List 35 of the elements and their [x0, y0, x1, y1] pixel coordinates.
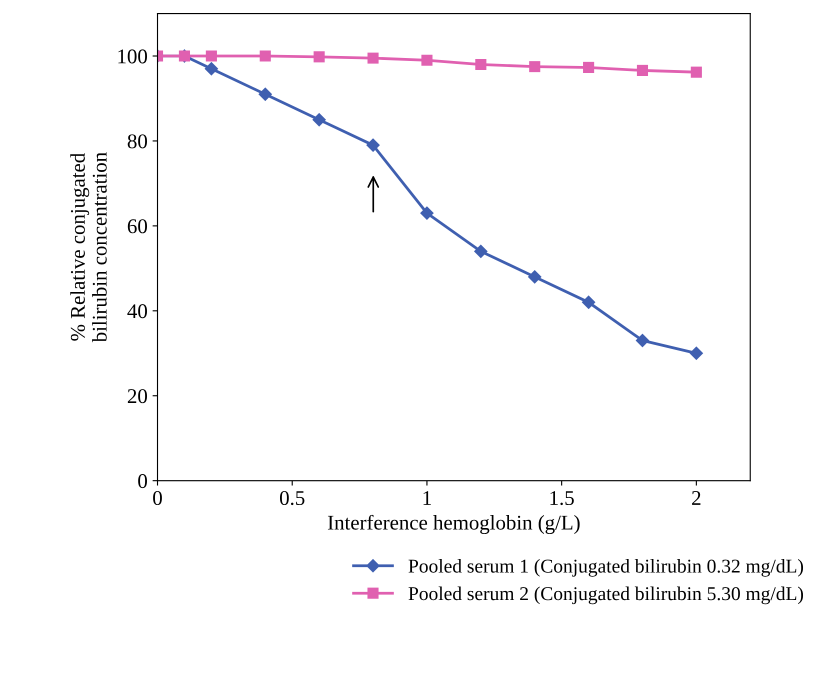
point: [314, 51, 325, 62]
point: [258, 88, 272, 101]
y-axis-title: % Relative conjugated bilirubin concentration: [70, 152, 107, 342]
point: [260, 50, 271, 62]
x-tick-label: 2: [692, 491, 700, 505]
point: [204, 62, 218, 76]
y-tick-label: 100: [118, 49, 147, 64]
point: [206, 50, 217, 62]
point: [367, 52, 379, 64]
point: [420, 206, 434, 220]
y-tick-label: 60: [128, 219, 147, 234]
x-tick-label: 0: [153, 490, 162, 506]
x-tick-label: 1.5: [550, 491, 574, 506]
point: [636, 334, 650, 348]
x-tick-label: 0.5: [280, 490, 304, 506]
y-tick-label: 0: [138, 474, 147, 488]
point: [366, 138, 380, 152]
point: [529, 61, 540, 72]
point: [475, 58, 486, 70]
point: [474, 244, 488, 258]
legend-label: Pooled serum 2 (Conjugated bilirubin 5.30 mg/dL): [408, 586, 804, 604]
x-axis-title: Interference hemoglobin (g/L): [328, 514, 580, 534]
y-tick-label: 80: [128, 134, 147, 148]
y-tick-label: 40: [127, 304, 147, 318]
point: [636, 64, 648, 76]
legend-label: Pooled serum 1 (Conjugated bilirubin 0.32 mg/dL): [408, 559, 804, 577]
point: [528, 270, 542, 284]
point: [312, 113, 326, 126]
y-tick-label: 20: [128, 389, 147, 404]
point: [582, 296, 596, 309]
point: [690, 346, 703, 360]
point: [421, 54, 432, 66]
point: [583, 62, 594, 74]
x-tick-label: 1: [424, 491, 431, 505]
point: [690, 66, 702, 78]
